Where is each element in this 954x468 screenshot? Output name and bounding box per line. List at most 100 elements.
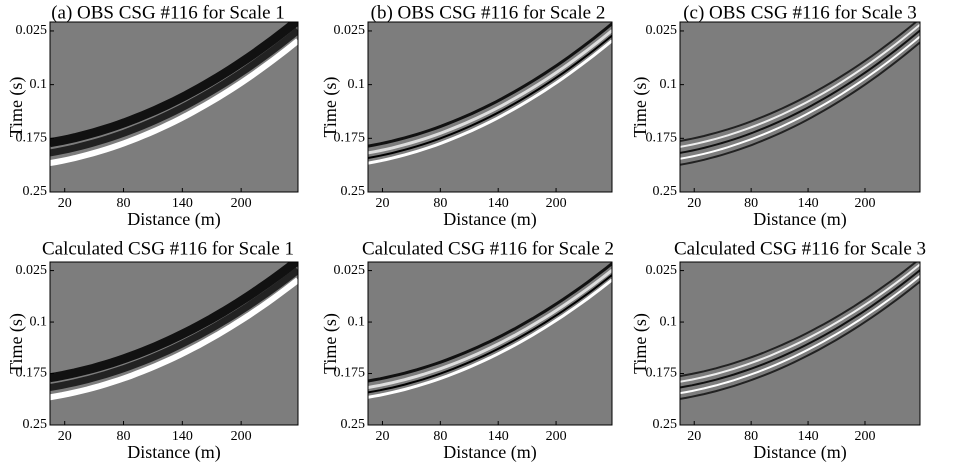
x-tick-label: 80 — [744, 196, 758, 211]
y-tick-label: 0.175 — [646, 131, 678, 146]
axes-frame — [49, 21, 299, 193]
y-axis-label: Time (s) — [320, 313, 341, 374]
wave-stripe — [50, 277, 298, 401]
panel: Calculated CSG #116 for Scale 3 20 80 140 20… — [630, 238, 926, 463]
x-tick-label: 20 — [687, 429, 701, 444]
wavefield — [680, 22, 920, 166]
x-tick-label: 140 — [172, 429, 193, 444]
x-axis-label: Distance (m) — [753, 209, 846, 230]
panel-title: Calculated CSG #116 for Scale 2 — [362, 238, 614, 259]
axes-frame — [367, 21, 613, 193]
panel-title: (b) OBS CSG #116 for Scale 2 — [371, 2, 606, 23]
wave-stripe — [680, 263, 920, 383]
wave-stripe — [50, 27, 298, 157]
y-tick-label: 0.25 — [653, 184, 678, 199]
x-tick-label: 80 — [433, 196, 447, 211]
y-axis-label: Time (s) — [6, 77, 27, 138]
y-tick-label: 0.175 — [334, 131, 366, 146]
y-axis-label: Time (s) — [320, 77, 341, 138]
x-tick-label: 200 — [546, 196, 567, 211]
y-tick-label: 0.025 — [16, 23, 48, 38]
wave-stripe — [680, 41, 920, 166]
y-tick-label: 0.175 — [334, 366, 366, 381]
wave-stripe — [680, 280, 920, 400]
y-tick-label: 0.25 — [341, 417, 366, 432]
y-tick-label: 0.1 — [660, 314, 678, 329]
y-tick-label: 0.1 — [348, 314, 366, 329]
panel: Calculated CSG #116 for Scale 1 20 80 140 20… — [6, 238, 299, 463]
wavefield — [368, 262, 612, 399]
wave-stripe — [368, 269, 612, 389]
wavefield — [680, 262, 920, 400]
wave-stripe — [50, 262, 298, 383]
wave-stripe — [680, 262, 918, 378]
wave-stripe — [50, 267, 298, 391]
panel: (c) OBS CSG #116 for Scale 3 20 80 140 200 0.… — [630, 2, 921, 230]
wavefield — [368, 22, 612, 165]
wave-stripe — [368, 262, 612, 383]
axes-frame — [367, 261, 613, 426]
x-axis-label: Distance (m) — [127, 209, 220, 230]
x-tick-label: 20 — [687, 196, 701, 211]
wave-stripe — [680, 35, 920, 160]
y-tick-label: 0.025 — [334, 263, 366, 278]
image-background — [368, 262, 612, 425]
panel: (b) OBS CSG #116 for Scale 2 20 80 140 200 0.… — [320, 2, 613, 230]
wave-stripe — [680, 275, 920, 395]
y-tick-label: 0.1 — [348, 77, 366, 92]
y-tick-label: 0.25 — [23, 184, 48, 199]
y-tick-label: 0.25 — [653, 417, 678, 432]
y-tick-label: 0.1 — [30, 314, 48, 329]
x-tick-label: 140 — [488, 196, 509, 211]
x-tick-label: 140 — [488, 429, 509, 444]
panel-title: (a) OBS CSG #116 for Scale 1 — [51, 2, 285, 23]
wave-stripe — [680, 269, 920, 389]
y-tick-label: 0.1 — [660, 77, 678, 92]
axes-frame — [49, 261, 299, 426]
y-tick-label: 0.25 — [23, 417, 48, 432]
wavefield — [50, 22, 298, 167]
wave-stripe — [50, 38, 298, 167]
y-tick-label: 0.1 — [30, 77, 48, 92]
x-axis-label: Distance (m) — [127, 442, 220, 463]
x-tick-label: 200 — [231, 196, 252, 211]
wave-stripe — [680, 23, 920, 148]
y-tick-label: 0.175 — [16, 366, 48, 381]
panel: Calculated CSG #116 for Scale 2 20 80 140 20… — [320, 238, 614, 463]
wave-stripe — [368, 278, 612, 399]
x-tick-label: 20 — [375, 429, 389, 444]
y-tick-label: 0.25 — [341, 184, 366, 199]
x-tick-label: 20 — [58, 196, 72, 211]
x-tick-label: 80 — [433, 429, 447, 444]
x-tick-label: 80 — [744, 429, 758, 444]
y-tick-label: 0.175 — [16, 131, 48, 146]
y-axis-label: Time (s) — [630, 77, 651, 138]
x-tick-label: 200 — [231, 429, 252, 444]
y-tick-label: 0.175 — [646, 366, 678, 381]
panel-title: Calculated CSG #116 for Scale 1 — [42, 238, 294, 259]
x-tick-label: 80 — [117, 196, 131, 211]
image-background — [368, 22, 612, 192]
wave-stripe — [368, 34, 612, 159]
y-tick-label: 0.025 — [646, 23, 678, 38]
x-tick-label: 140 — [798, 196, 819, 211]
x-tick-label: 140 — [798, 429, 819, 444]
axes-frame — [679, 21, 921, 193]
panel-title: (c) OBS CSG #116 for Scale 3 — [683, 2, 917, 23]
x-tick-label: 140 — [172, 196, 193, 211]
x-tick-label: 20 — [375, 196, 389, 211]
panel-title: Calculated CSG #116 for Scale 3 — [674, 238, 926, 259]
y-tick-label: 0.025 — [334, 23, 366, 38]
y-axis-label: Time (s) — [630, 313, 651, 374]
y-axis-label: Time (s) — [6, 313, 27, 374]
wave-stripe — [50, 22, 298, 148]
x-tick-label: 80 — [117, 429, 131, 444]
x-tick-label: 200 — [854, 429, 875, 444]
y-tick-label: 0.025 — [646, 263, 678, 278]
wavefield — [50, 262, 298, 401]
wave-stripe — [368, 39, 612, 165]
wave-stripe — [680, 29, 920, 154]
wave-stripe — [368, 29, 612, 155]
axes-frame — [679, 261, 921, 426]
